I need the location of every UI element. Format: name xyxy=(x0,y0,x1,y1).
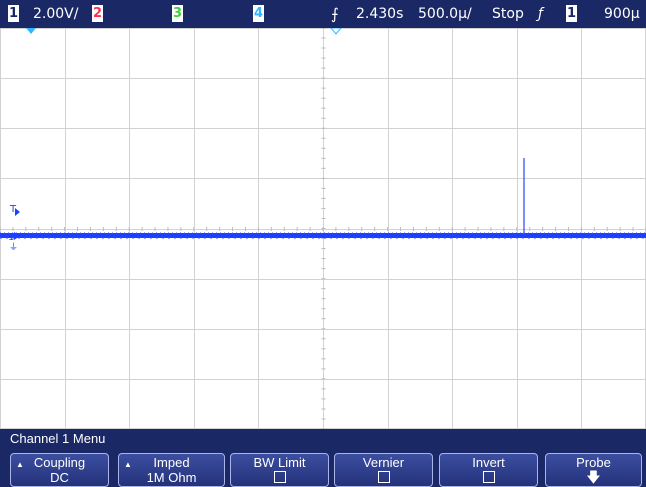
imped-label: Imped xyxy=(153,455,190,470)
trigger-time: 2.430s xyxy=(356,6,404,22)
ch3-number: 3 xyxy=(172,4,183,22)
coupling-softkey[interactable]: ▲ Coupling DC xyxy=(10,453,109,487)
coupling-value: DC xyxy=(50,470,69,485)
status-bar: 1 2.00V/ 2 3 4 ⨍ 2.430s 500.0µ/ Stop ƒ 1… xyxy=(0,0,646,28)
menu-title: Channel 1 Menu xyxy=(10,431,106,446)
trigger-delay-marker xyxy=(330,28,342,35)
bw-limit-label: BW Limit xyxy=(253,455,306,470)
ch4-indicator[interactable]: 4 xyxy=(253,0,264,28)
probe-label: Probe xyxy=(576,455,611,470)
trigger-level: 900µ xyxy=(604,6,640,22)
vernier-softkey[interactable]: Vernier xyxy=(334,453,433,487)
bw-limit-checkbox[interactable] xyxy=(273,471,286,483)
ch2-indicator[interactable]: 2 xyxy=(92,0,103,28)
center-ticks xyxy=(0,28,646,429)
ground-marker-text: 1 xyxy=(8,232,14,243)
probe-softkey[interactable]: Probe 🡇 xyxy=(545,453,642,487)
ch1-ground-marker: 1 ⏚ xyxy=(8,232,20,253)
vernier-checkbox[interactable] xyxy=(377,471,390,483)
imped-value: 1M Ohm xyxy=(146,470,197,485)
trigger-source-number: 1 xyxy=(566,4,577,22)
ch1-number: 1 xyxy=(8,4,19,22)
invert-softkey[interactable]: Invert xyxy=(439,453,538,487)
waveform-display[interactable]: T 1 ⏚ xyxy=(0,28,646,429)
ch4-number: 4 xyxy=(253,4,264,22)
ch1-delay-marker xyxy=(26,28,36,34)
up-arrow-icon: ▲ xyxy=(124,460,132,469)
up-arrow-icon: ▲ xyxy=(16,460,24,469)
ch1-indicator[interactable]: 1 xyxy=(8,0,19,28)
down-arrow-icon: 🡇 xyxy=(586,469,601,485)
run-state: Stop xyxy=(492,6,524,22)
trigger-level-marker: T xyxy=(9,204,20,216)
ch3-indicator[interactable]: 3 xyxy=(172,0,183,28)
trigger-slope-icon: ƒ xyxy=(538,6,543,22)
imped-softkey[interactable]: ▲ Imped 1M Ohm xyxy=(118,453,225,487)
trigger-position-icon: ⨍ xyxy=(331,5,339,23)
bw-limit-softkey[interactable]: BW Limit xyxy=(230,453,329,487)
coupling-label: Coupling xyxy=(33,455,86,470)
time-scale: 500.0µ/ xyxy=(418,6,472,22)
ch1-scale: 2.00V/ xyxy=(33,6,79,22)
trigger-source: 1 xyxy=(566,0,577,28)
ch1-trace xyxy=(0,158,646,239)
graticule: T 1 ⏚ xyxy=(0,28,646,429)
channel-menu: Channel 1 Menu ▲ Coupling DC ▲ Imped 1M … xyxy=(0,429,646,487)
trigger-level-text: T xyxy=(9,204,17,215)
ground-icon: ⏚ xyxy=(9,242,18,253)
invert-label: Invert xyxy=(472,455,505,470)
ch2-number: 2 xyxy=(92,4,103,22)
invert-checkbox[interactable] xyxy=(482,471,495,483)
vernier-label: Vernier xyxy=(362,455,405,470)
